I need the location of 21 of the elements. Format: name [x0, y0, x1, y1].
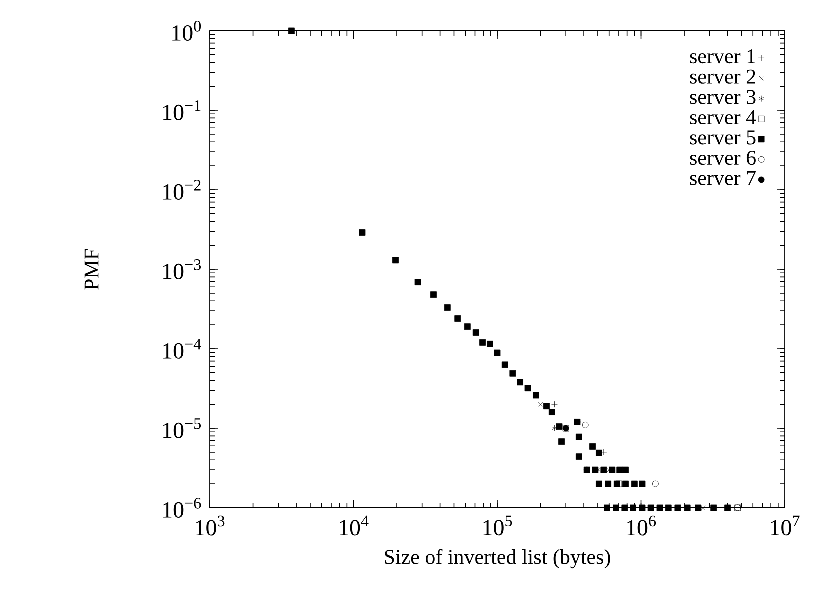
y-tick-label: 10$^{−2}$ — [164, 180, 201, 200]
x-tick-label: 10$^{6}$ — [628, 516, 656, 536]
y-tick-label: 10$^{−3}$ — [164, 260, 202, 280]
legend-label: server 5 — [690, 130, 756, 145]
x-tick-label: 10$^{7}$ — [771, 516, 800, 536]
legend-label: server 1 — [690, 50, 756, 64]
legend-label: server 7 — [690, 171, 756, 186]
x-axis-title: Size of inverted list (bytes) — [385, 549, 610, 569]
x-tick-label: 10$^{5}$ — [484, 516, 512, 536]
x-tick-label: 10$^{4}$ — [340, 516, 369, 536]
y-axis-title: PMF — [84, 249, 99, 290]
y-tick-label: 10$^{−4}$ — [164, 339, 202, 359]
y-tick-label: 10$^{0}$ — [172, 21, 202, 41]
legend-label: server 4 — [690, 110, 756, 125]
y-tick-label: 10$^{−6}$ — [164, 498, 202, 518]
legend-label: server 2 — [690, 70, 756, 84]
y-tick-label: 10$^{−5}$ — [164, 418, 202, 438]
x-tick-label: 10$^{3}$ — [196, 516, 225, 536]
legend-label: server 3 — [690, 90, 756, 104]
y-tick-label: 10$^{−1}$ — [164, 100, 201, 120]
legend-label: server 6 — [690, 150, 756, 166]
